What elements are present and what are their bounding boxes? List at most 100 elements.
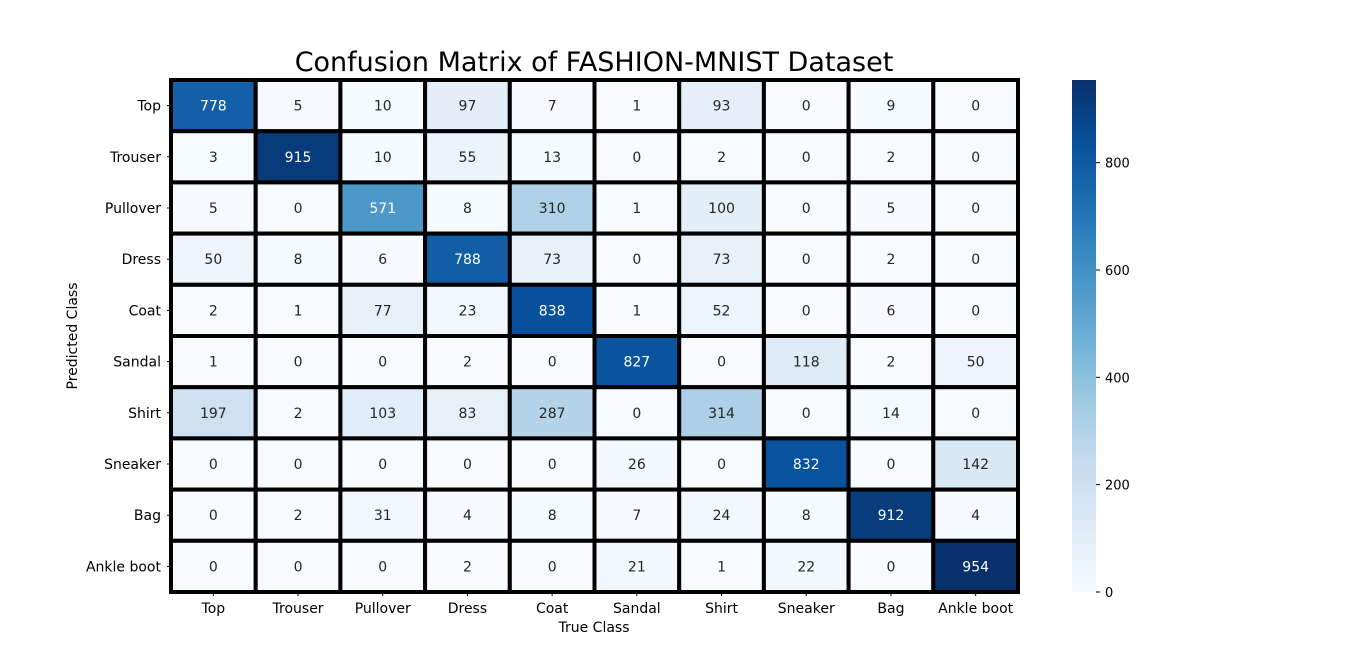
cell-value-label: 0	[378, 355, 387, 371]
x-tick-label: Shirt	[705, 601, 738, 617]
heatmap-cell	[592, 129, 682, 185]
cell-value-label: 77	[374, 303, 392, 319]
chart-title: Confusion Matrix of FASHION-MNIST Datase…	[295, 47, 894, 78]
cell-value-label: 6	[886, 303, 895, 319]
cell-value-label: 8	[294, 252, 303, 268]
y-tick-label: Bag	[134, 508, 161, 524]
heatmap-cell	[846, 487, 936, 543]
cell-value-label: 0	[971, 201, 980, 217]
cell-value-label: 83	[459, 406, 477, 422]
heatmap-cell	[592, 538, 682, 594]
cell-value-label: 0	[802, 303, 811, 319]
cell-value-label: 2	[717, 150, 726, 166]
cell-value-label: 7	[632, 508, 641, 524]
heatmap-cell	[931, 436, 1020, 492]
heatmap-cell	[846, 334, 936, 390]
cell-value-label: 93	[713, 99, 731, 115]
cell-value-label: 0	[717, 457, 726, 473]
cell-value-label: 26	[628, 457, 646, 473]
cell-value-label: 97	[459, 99, 477, 115]
heatmap-cell	[931, 129, 1020, 185]
x-tick-label: Trouser	[272, 601, 324, 617]
heatmap-cell	[846, 436, 936, 492]
cell-value-label: 1	[632, 201, 641, 217]
x-tick-label: Sneaker	[778, 601, 835, 617]
x-tick-label: Bag	[877, 601, 904, 617]
cell-value-label: 8	[802, 508, 811, 524]
cell-value-label: 1	[294, 303, 303, 319]
cell-value-label: 838	[539, 303, 566, 319]
cell-value-label: 10	[374, 150, 392, 166]
heatmap-cell	[592, 385, 682, 441]
cell-value-label: 100	[708, 201, 735, 217]
heatmap-cell	[423, 436, 512, 492]
heatmap-cell	[761, 78, 851, 134]
cell-value-label: 0	[971, 99, 980, 115]
y-axis-label: Predicted Class	[65, 282, 81, 389]
cell-value-label: 0	[632, 406, 641, 422]
cell-value-label: 1	[632, 303, 641, 319]
cell-value-label: 31	[374, 508, 392, 524]
cell-value-label: 2	[463, 559, 472, 575]
heatmap-cell	[761, 538, 851, 594]
cell-value-label: 0	[971, 150, 980, 166]
cell-value-label: 5	[294, 99, 303, 115]
colorbar: 0 200 400 600 800	[1072, 80, 1130, 601]
cell-value-label: 2	[294, 508, 303, 524]
y-tick-label: Sneaker	[104, 457, 161, 473]
cell-value-label: 0	[971, 406, 980, 422]
cell-value-label: 0	[294, 355, 303, 371]
colorbar-tick-label: 200	[1105, 479, 1130, 494]
x-axis-label: True Class	[557, 620, 629, 636]
cell-value-label: 103	[369, 406, 396, 422]
cell-value-label: 118	[793, 355, 820, 371]
y-tick-label: Dress	[122, 252, 161, 268]
heatmap-cell	[253, 436, 343, 492]
x-tick-label: Dress	[448, 601, 487, 617]
cell-value-label: 0	[209, 457, 218, 473]
cell-value-label: 52	[713, 303, 731, 319]
cell-value-label: 0	[632, 252, 641, 268]
cell-value-label: 0	[209, 559, 218, 575]
cell-value-label: 73	[713, 252, 731, 268]
heatmap-cell	[846, 385, 936, 441]
cell-value-label: 0	[802, 150, 811, 166]
y-tick-labels: Top Trouser Pullover Dress Coat Sandal Shirt Sn…	[86, 99, 171, 575]
heatmap-cell	[677, 129, 766, 185]
heatmap-cell	[931, 282, 1020, 338]
heatmap-cell	[761, 385, 851, 441]
cell-value-label: 4	[463, 508, 472, 524]
colorbar-tick-label: 600	[1105, 264, 1130, 279]
heatmap-cell	[677, 436, 766, 492]
cell-value-label: 287	[539, 406, 566, 422]
heatmap-cell	[253, 487, 343, 543]
cell-value-label: 827	[623, 355, 650, 371]
cell-value-label: 21	[628, 559, 646, 575]
heatmap-cell	[761, 487, 851, 543]
cell-value-label: 197	[200, 406, 227, 422]
cell-value-label: 9	[886, 99, 895, 115]
x-tick-label: Coat	[536, 601, 569, 617]
cell-value-label: 8	[463, 201, 472, 217]
cell-value-label: 7	[548, 99, 557, 115]
heatmap-cell	[423, 334, 512, 390]
cell-value-label: 0	[463, 457, 472, 473]
cell-value-label: 0	[971, 303, 980, 319]
cell-value-label: 0	[802, 406, 811, 422]
heatmap-cell	[169, 231, 258, 287]
cell-value-label: 2	[209, 303, 218, 319]
cell-value-label: 1	[717, 559, 726, 575]
cell-value-label: 0	[209, 508, 218, 524]
heatmap-cell	[761, 282, 851, 338]
heatmap-cell	[592, 231, 682, 287]
cell-value-label: 0	[378, 457, 387, 473]
cell-value-label: 0	[886, 559, 895, 575]
y-tick-label: Coat	[129, 303, 162, 319]
heatmap-cell	[931, 487, 1020, 543]
y-tick-label: Shirt	[128, 406, 161, 422]
cell-value-label: 0	[802, 99, 811, 115]
heatmap-cell	[931, 78, 1020, 134]
y-tick-label: Ankle boot	[86, 559, 162, 575]
cell-value-label: 912	[878, 508, 905, 524]
